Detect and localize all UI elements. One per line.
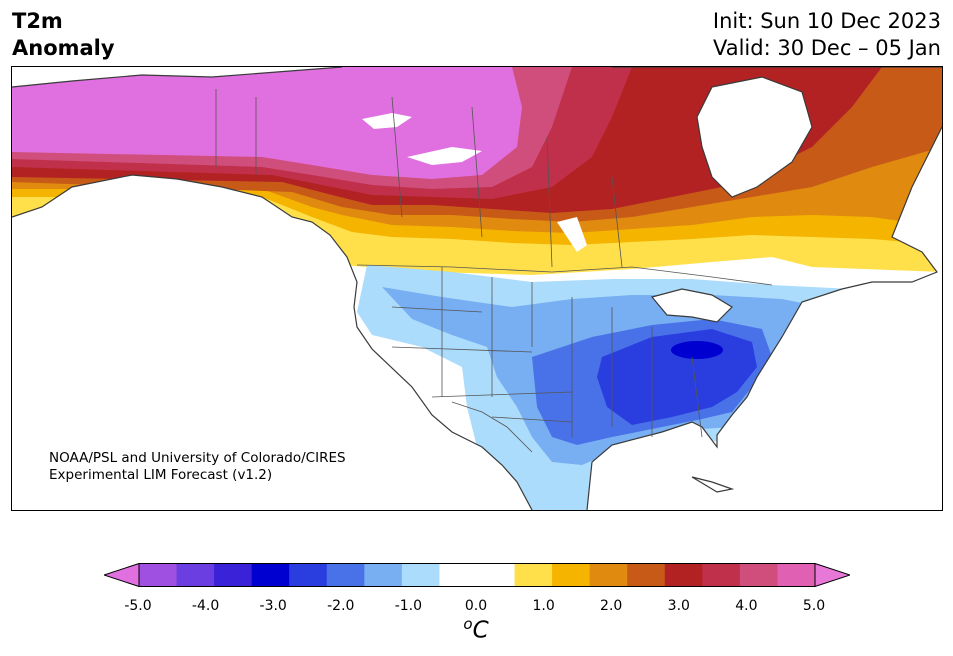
colorbar (104, 563, 850, 587)
colorbar-tick-label: -5.0 (124, 598, 152, 614)
colorbar-cell (289, 563, 328, 587)
forecast-dates: Init: Sun 10 Dec 2023 Valid: 30 Dec – 05… (713, 8, 941, 62)
unit-label: oC (463, 615, 488, 644)
band-minus-2-5 (671, 341, 723, 359)
great-slave-lake (407, 147, 482, 165)
colorbar-extension-low (104, 563, 140, 587)
title-line-2: Anomaly (12, 36, 115, 60)
credit-line-2: Experimental LIM Forecast (v1.2) (49, 467, 273, 483)
colorbar-cell (139, 563, 178, 587)
great-lakes (652, 289, 732, 322)
colorbar-cell (401, 563, 440, 587)
map-panel (11, 66, 943, 511)
colorbar-cell (739, 563, 778, 587)
hudson-bay (697, 77, 812, 197)
colorbar-tick-label: 1.0 (532, 598, 555, 614)
anomaly-map (12, 67, 942, 510)
colorbar-cell (439, 563, 478, 587)
valid-date: Valid: 30 Dec – 05 Jan (712, 36, 941, 60)
colorbar-tick-label: 3.0 (667, 598, 690, 614)
init-date: Init: Sun 10 Dec 2023 (712, 9, 941, 33)
great-bear-lake (362, 113, 412, 129)
colorbar-tick-label: -2.0 (327, 598, 355, 614)
colorbar-cell (552, 563, 591, 587)
credit-line-1: NOAA/PSL and University of Colorado/CIRE… (49, 450, 346, 466)
colorbar-tick-label: 4.0 (735, 598, 758, 614)
unit-symbol: C (472, 617, 489, 644)
coastlines (12, 67, 942, 510)
colorbar-cell (326, 563, 365, 587)
band-plus-5 (12, 67, 522, 179)
colorbar-cell (589, 563, 628, 587)
map-title: T2m Anomaly (12, 8, 115, 62)
colorbar-cell (627, 563, 666, 587)
colorbar-cell (176, 563, 215, 587)
colorbar-cell (364, 563, 403, 587)
lake-winnipeg (557, 217, 587, 252)
colorbar-cell (514, 563, 553, 587)
colorbar-tick-label: -3.0 (259, 598, 287, 614)
political-borders (215, 89, 773, 453)
colorbar-cell (251, 563, 290, 587)
colorbar-tick-label: 2.0 (600, 598, 623, 614)
colorbar-outline (138, 563, 816, 587)
colorbar-tick-label: -1.0 (394, 598, 423, 614)
colorbar-tick-label: -4.0 (191, 598, 220, 614)
colorbar-cell (702, 563, 741, 587)
colorbar-cell (214, 563, 253, 587)
colorbar-cells (104, 563, 850, 587)
unit-degree: o (463, 615, 473, 633)
colorbar-cell (477, 563, 516, 587)
colorbar-tick-label: 5.0 (802, 598, 826, 614)
title-line-1: T2m (12, 9, 63, 33)
colorbar-extension-high (814, 563, 850, 587)
colorbar-tick-label: 0.0 (464, 598, 488, 614)
credit-text: NOAA/PSL and University of Colorado/CIRE… (49, 450, 346, 484)
colorbar-cell (777, 563, 816, 587)
colorbar-cell (664, 563, 703, 587)
